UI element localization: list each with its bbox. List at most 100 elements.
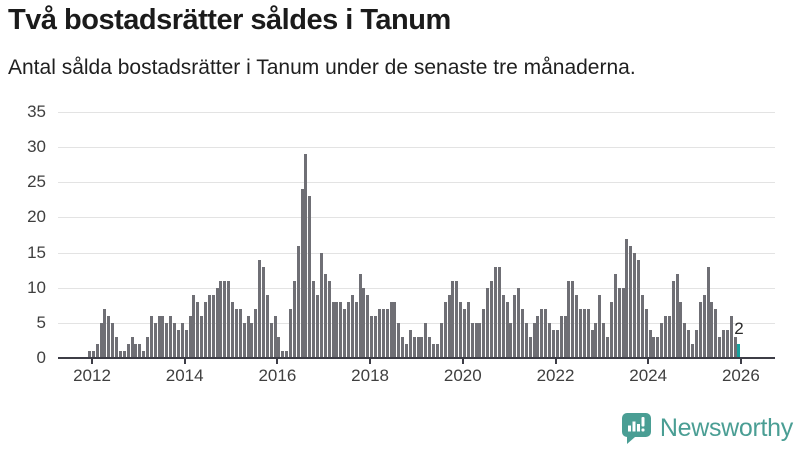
- bar: [350, 294, 354, 358]
- bar: [401, 336, 405, 358]
- bar: [706, 266, 710, 358]
- bar: [424, 322, 428, 358]
- bar: [173, 322, 177, 358]
- bar: [687, 329, 691, 358]
- bar: [242, 322, 246, 358]
- bar: [497, 266, 501, 358]
- bar: [231, 301, 235, 358]
- bar: [265, 294, 269, 358]
- bar: [698, 301, 702, 358]
- bar: [122, 350, 126, 358]
- bar: [289, 308, 293, 358]
- bar: [273, 315, 277, 358]
- x-axis-tick-mark: [739, 359, 742, 364]
- bar: [234, 308, 238, 358]
- bar: [347, 301, 351, 358]
- bar: [528, 336, 532, 358]
- y-axis-tick-label: 0: [36, 348, 46, 367]
- bar: [269, 322, 273, 358]
- bar: [636, 259, 640, 358]
- bar: [331, 301, 335, 358]
- bar: [590, 329, 594, 358]
- bar: [149, 315, 153, 358]
- bar: [180, 322, 184, 358]
- bar: [304, 154, 308, 358]
- bar: [254, 308, 258, 358]
- newsworthy-chart-bubble-icon: [621, 413, 651, 444]
- bar: [91, 350, 95, 358]
- bar: [671, 280, 675, 358]
- bar: [358, 273, 362, 358]
- bar: [207, 294, 211, 358]
- bar: [312, 280, 316, 358]
- bar: [733, 336, 737, 358]
- x-axis-tick-mark: [554, 359, 557, 364]
- bar: [292, 280, 296, 358]
- bar: [227, 280, 231, 358]
- gridline: [58, 112, 775, 113]
- bar: [621, 287, 625, 358]
- chart-title: Två bostadsrätter såldes i Tanum: [8, 4, 451, 36]
- bar: [451, 280, 455, 358]
- bar: [729, 315, 733, 358]
- y-axis-tick-label: 5: [36, 312, 46, 332]
- bar: [219, 280, 223, 358]
- gridline: [58, 147, 775, 149]
- x-axis-tick-mark: [276, 359, 279, 364]
- bar: [640, 294, 644, 358]
- x-axis-tick-label: 2012: [73, 366, 111, 385]
- bar: [667, 315, 671, 358]
- bar: [702, 294, 706, 358]
- bar: [405, 343, 408, 358]
- bar: [408, 329, 412, 358]
- bar: [203, 301, 207, 358]
- bar: [435, 343, 439, 358]
- bar: [466, 301, 470, 358]
- bar: [103, 308, 107, 358]
- bar: [88, 350, 91, 358]
- bar: [594, 322, 598, 358]
- bar: [169, 315, 173, 358]
- bar: [575, 294, 579, 358]
- bar: [416, 336, 420, 358]
- bar: [165, 322, 169, 358]
- bar: [184, 329, 188, 358]
- bar: [625, 238, 629, 358]
- bar: [540, 308, 544, 358]
- bar: [613, 273, 617, 358]
- bar: [609, 301, 613, 358]
- bar: [586, 308, 590, 358]
- bar: [397, 322, 401, 358]
- x-axis-tick-label: 2026: [721, 366, 760, 385]
- bar: [582, 308, 586, 358]
- x-axis-tick-label: 2016: [258, 366, 297, 385]
- bar: [629, 245, 633, 358]
- bar: [377, 308, 381, 358]
- bar: [463, 308, 466, 358]
- bar: [277, 336, 281, 358]
- bar: [517, 287, 521, 358]
- bar: [246, 315, 250, 358]
- chart-subtitle: Antal sålda bostadsrätter i Tanum under …: [8, 56, 636, 79]
- bar: [648, 329, 652, 358]
- bar: [725, 329, 729, 358]
- bar: [548, 322, 552, 358]
- bar: [660, 322, 664, 358]
- x-axis-line: [58, 357, 775, 359]
- bar: [598, 294, 602, 358]
- x-axis-tick-mark: [91, 359, 93, 364]
- bar: [428, 336, 432, 358]
- bar: [490, 280, 494, 358]
- bar: [544, 308, 548, 358]
- bar: [439, 322, 443, 358]
- x-axis-tick-mark: [461, 359, 464, 364]
- bar: [694, 329, 698, 358]
- x-axis-tick-mark: [369, 359, 372, 364]
- bar: [420, 336, 424, 358]
- y-axis-tick-label: 35: [27, 102, 46, 121]
- bar: [493, 266, 497, 358]
- bar: [617, 287, 621, 358]
- y-axis-tick-label: 10: [27, 277, 46, 297]
